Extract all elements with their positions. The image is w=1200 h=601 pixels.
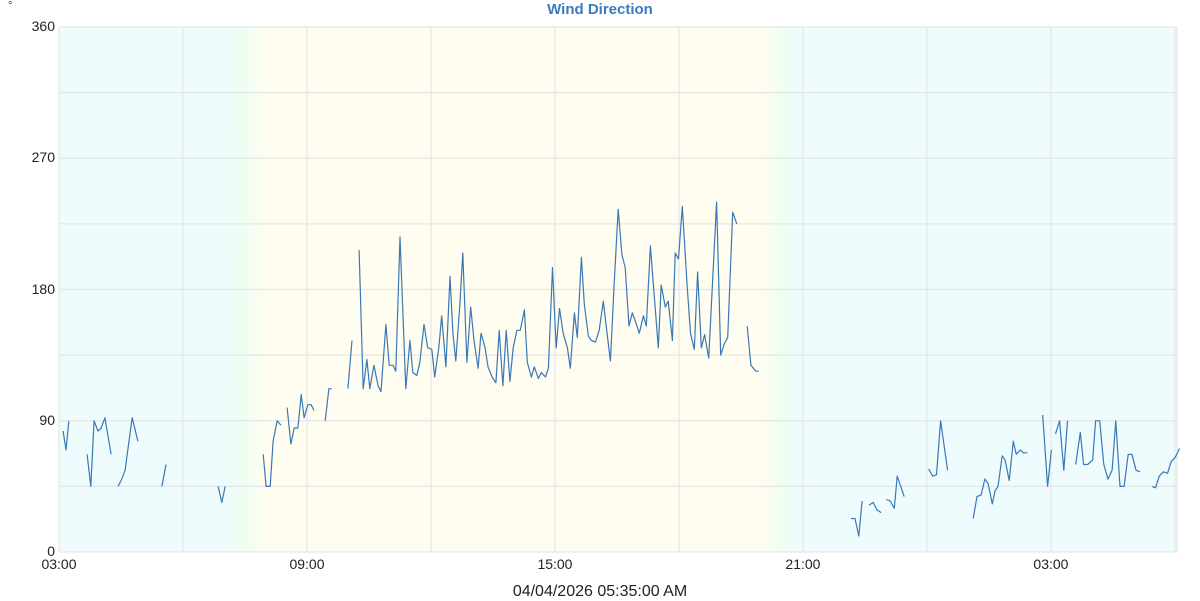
grid-lines: [58, 26, 1178, 553]
y-axis-unit: °: [8, 0, 13, 12]
x-tick-label: 15:00: [537, 556, 573, 572]
y-tick-label: 360: [31, 18, 55, 34]
y-tick-label: 90: [39, 411, 55, 428]
y-tick-label: 270: [31, 149, 55, 166]
x-tick-label: 03:00: [41, 556, 77, 572]
x-tick-label: 09:00: [289, 556, 325, 572]
chart-title: Wind Direction: [547, 1, 653, 18]
x-tick-label: 21:00: [785, 556, 821, 572]
y-tick-label: 180: [31, 280, 55, 297]
x-axis-title-timestamp: 04/04/2026 05:35:00 AM: [512, 583, 688, 600]
y-tick-label: 0: [47, 543, 55, 559]
data-series-wind-direction: [62, 201, 1181, 537]
x-tick-label: 03:00: [1033, 556, 1069, 572]
